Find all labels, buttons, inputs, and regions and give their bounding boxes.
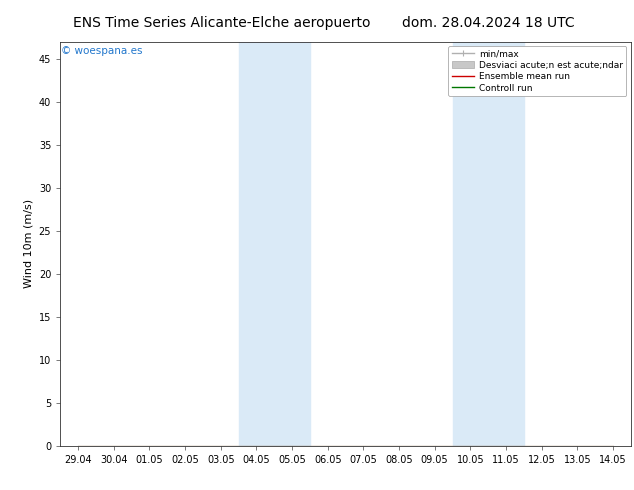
Bar xyxy=(275,42,310,446)
Text: ENS Time Series Alicante-Elche aeropuerto: ENS Time Series Alicante-Elche aeropuert… xyxy=(73,16,371,30)
Bar xyxy=(453,42,488,446)
Bar xyxy=(238,42,275,446)
Legend: min/max, Desviaci acute;n est acute;ndar, Ensemble mean run, Controll run: min/max, Desviaci acute;n est acute;ndar… xyxy=(448,46,626,96)
Bar xyxy=(488,42,524,446)
Text: dom. 28.04.2024 18 UTC: dom. 28.04.2024 18 UTC xyxy=(402,16,574,30)
Y-axis label: Wind 10m (m/s): Wind 10m (m/s) xyxy=(23,199,33,288)
Text: © woespana.es: © woespana.es xyxy=(61,46,143,56)
